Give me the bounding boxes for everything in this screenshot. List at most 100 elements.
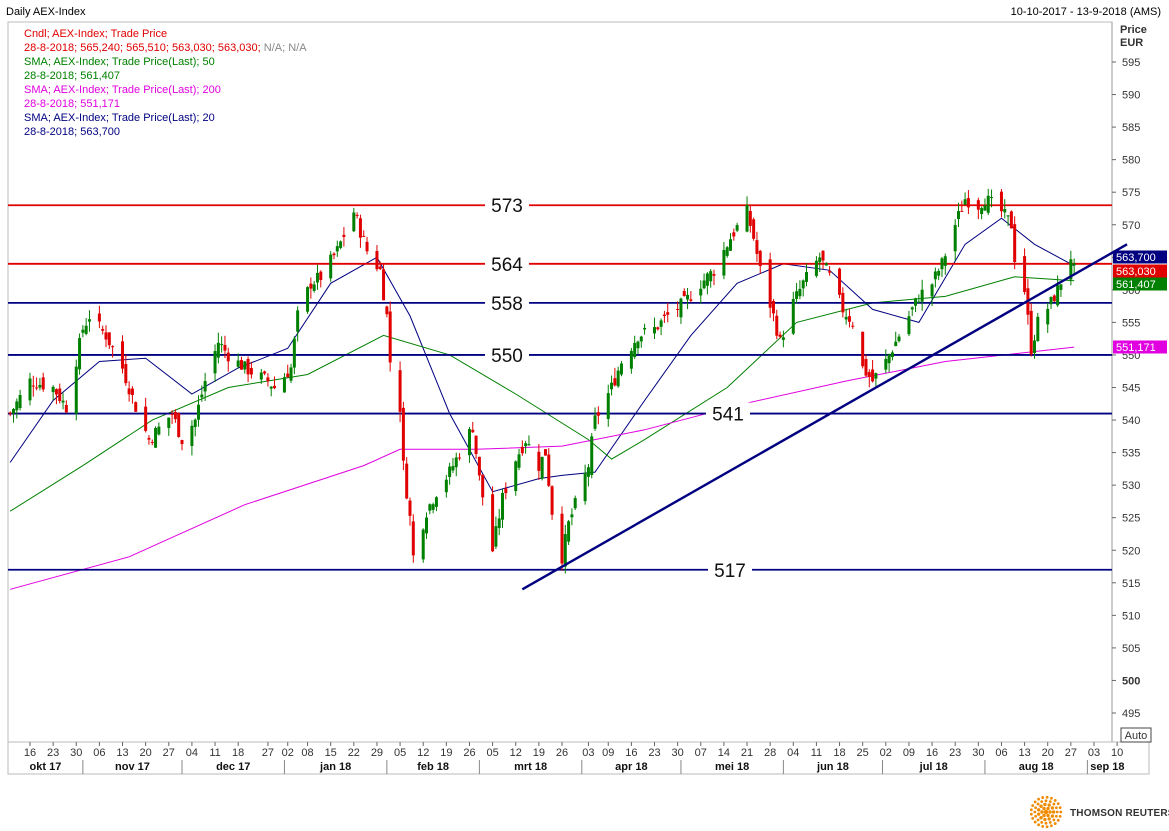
candle-body <box>329 254 333 279</box>
candle <box>828 266 832 276</box>
candle <box>705 272 709 295</box>
badge-label: 563,030 <box>1116 266 1156 278</box>
candle <box>629 348 633 374</box>
candle <box>781 330 785 348</box>
candle-body <box>408 500 412 516</box>
legend-line: 28-8-2018; 563,700 <box>24 126 120 138</box>
candle <box>679 297 683 324</box>
candle-body <box>828 270 832 273</box>
candle-body <box>190 425 194 446</box>
candle-body <box>524 443 528 447</box>
candle-body <box>874 373 878 379</box>
candle <box>659 318 663 336</box>
candle-body <box>31 385 35 387</box>
candle-body <box>983 205 987 211</box>
candle-body <box>220 344 224 346</box>
candle <box>745 196 749 233</box>
candle <box>527 435 531 446</box>
x-tick-label: 26 <box>556 747 568 759</box>
candle <box>990 189 994 208</box>
x-tick-label: 04 <box>186 747 198 759</box>
candle-body <box>791 298 795 334</box>
candle <box>1036 313 1040 342</box>
candle <box>134 401 138 412</box>
legend-line: SMA; AEX-Index; Trade Price(Last); 20 <box>24 112 215 124</box>
x-tick-label: 21 <box>741 747 753 759</box>
level-label-573: 573 <box>491 196 523 217</box>
candle <box>821 250 825 270</box>
candle-body <box>289 367 293 381</box>
candle-body <box>236 360 240 367</box>
candle-body <box>666 312 670 315</box>
candle <box>656 326 660 331</box>
candle <box>514 460 518 496</box>
logo-dot <box>1037 808 1041 812</box>
candle <box>259 368 263 384</box>
y-tick-label: 515 <box>1122 578 1140 590</box>
candle-body <box>385 306 389 315</box>
candle-body <box>97 313 101 322</box>
auto-scale-button[interactable]: Auto <box>1120 727 1152 743</box>
candle-body <box>980 208 984 215</box>
x-axis-ticks: 16 23 30 06 13 20 27 04 11 18 27 02 08 15 22 29 05 12 19 26… <box>24 742 1124 774</box>
candle <box>633 335 637 359</box>
candle-body <box>200 394 204 398</box>
candle-body <box>448 466 452 478</box>
candle-body <box>405 463 409 499</box>
candle-body <box>745 204 749 232</box>
candle-body <box>150 441 154 443</box>
candle-body <box>768 259 772 308</box>
level-label-564: 564 <box>491 255 523 276</box>
legend-line: 28-8-2018; 551,171 <box>24 98 120 110</box>
x-tick-label: 12 <box>510 747 522 759</box>
candle <box>986 188 990 215</box>
candle <box>425 512 429 539</box>
candle <box>501 488 505 528</box>
candle <box>167 417 171 436</box>
logo-dot <box>1034 806 1038 810</box>
candle <box>748 204 752 233</box>
candle-body <box>824 263 828 266</box>
candle-body <box>474 435 478 455</box>
logo-dot <box>1050 796 1053 800</box>
candle-body <box>540 456 544 479</box>
candle <box>914 297 918 313</box>
logo-dot <box>1034 814 1038 818</box>
candle-body <box>259 372 263 380</box>
candle <box>1029 303 1033 357</box>
candle-body <box>315 272 319 283</box>
candle <box>266 373 270 387</box>
logo-dot <box>1058 814 1062 818</box>
x-tick-label: 22 <box>348 747 360 759</box>
candle <box>58 383 62 404</box>
candle <box>874 372 878 388</box>
x-tick-label: 16 <box>926 747 938 759</box>
candle-body <box>725 247 729 256</box>
candle-body <box>358 218 362 238</box>
candle-body <box>1009 211 1013 229</box>
candle-body <box>8 412 12 414</box>
candle-body <box>269 386 273 389</box>
candle <box>682 288 686 297</box>
candle-body <box>884 358 888 370</box>
candle-body <box>894 341 898 347</box>
candle <box>223 335 227 359</box>
candle-body <box>755 240 759 254</box>
candle <box>97 305 101 329</box>
candle-body <box>795 291 799 299</box>
candle-body <box>573 497 577 509</box>
candle <box>130 386 134 404</box>
candle-body <box>421 529 425 560</box>
candle-body <box>81 329 85 333</box>
x-tick-label: 30 <box>70 747 82 759</box>
level-label-558: 558 <box>491 294 523 315</box>
candle <box>54 388 58 405</box>
candle-body <box>527 444 531 446</box>
candle-body <box>130 388 134 395</box>
candle-body <box>11 408 15 414</box>
candle <box>798 280 802 300</box>
candle <box>481 474 485 506</box>
x-tick-label: 30 <box>672 747 684 759</box>
candle-body <box>933 271 937 280</box>
y-tick-label: 495 <box>1122 708 1140 720</box>
